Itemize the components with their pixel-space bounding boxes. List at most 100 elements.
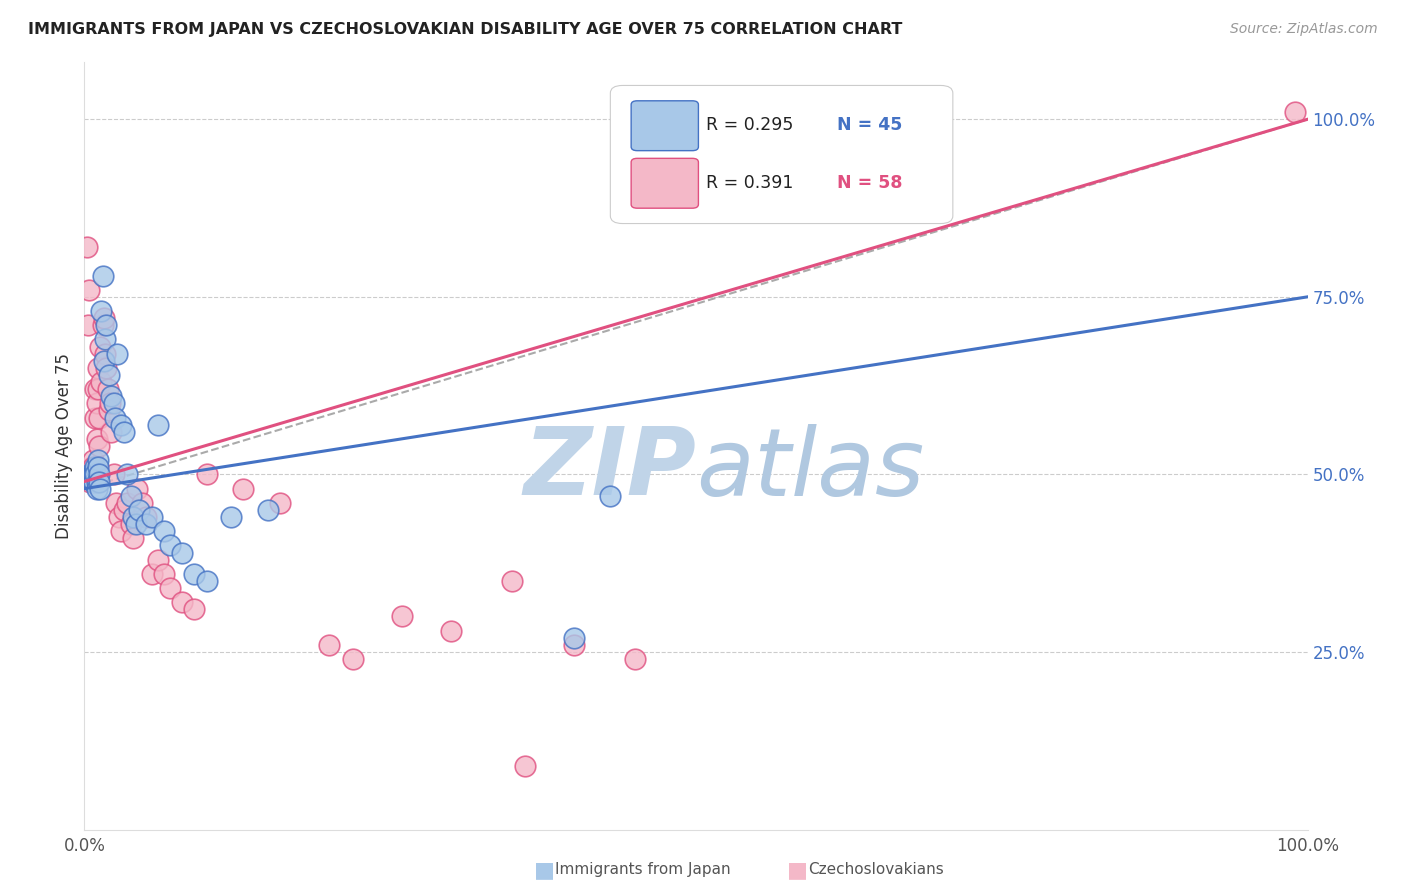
Point	[93, 311, 115, 326]
Point	[77, 318, 100, 333]
Point	[83, 475, 105, 489]
Point	[562, 638, 585, 652]
Point	[183, 602, 205, 616]
Point	[125, 482, 148, 496]
Point	[112, 425, 135, 439]
Text: R = 0.391: R = 0.391	[706, 174, 793, 192]
Point	[90, 304, 112, 318]
Point	[98, 396, 121, 410]
Point	[103, 467, 125, 482]
FancyBboxPatch shape	[631, 158, 699, 208]
Point	[94, 333, 117, 347]
Point	[104, 410, 127, 425]
Point	[82, 475, 104, 489]
Point	[125, 517, 148, 532]
Point	[115, 467, 138, 482]
Point	[112, 503, 135, 517]
Point	[1284, 105, 1306, 120]
Point	[97, 403, 120, 417]
Point	[128, 503, 150, 517]
Point	[84, 410, 107, 425]
Point	[513, 758, 536, 772]
Point	[122, 532, 145, 546]
Point	[83, 467, 105, 482]
Point	[195, 467, 218, 482]
Point	[82, 453, 104, 467]
Point	[76, 240, 98, 254]
Point	[624, 652, 647, 666]
Point	[146, 417, 169, 432]
Point	[105, 346, 128, 360]
Point	[257, 503, 280, 517]
Point	[87, 382, 110, 396]
Point	[94, 346, 117, 360]
Point	[110, 417, 132, 432]
Point	[87, 439, 110, 453]
Point	[172, 595, 194, 609]
Point	[83, 467, 105, 482]
Point	[183, 566, 205, 581]
Text: R = 0.295: R = 0.295	[706, 116, 793, 135]
Text: ■: ■	[534, 860, 555, 880]
Point	[87, 410, 110, 425]
Point	[153, 524, 176, 539]
Point	[91, 268, 114, 283]
Point	[79, 475, 101, 489]
Point	[80, 467, 103, 482]
Point	[87, 475, 110, 489]
Point	[100, 425, 122, 439]
Text: atlas: atlas	[696, 424, 924, 515]
Point	[141, 510, 163, 524]
Point	[80, 460, 103, 475]
Text: Czechoslovakians: Czechoslovakians	[808, 863, 945, 877]
Point	[120, 489, 142, 503]
Point	[219, 510, 242, 524]
Point	[269, 496, 291, 510]
Point	[89, 482, 111, 496]
Point	[89, 340, 111, 354]
Text: Source: ZipAtlas.com: Source: ZipAtlas.com	[1230, 22, 1378, 37]
Point	[97, 368, 120, 382]
Point	[96, 318, 118, 333]
Point	[122, 510, 145, 524]
Point	[172, 545, 194, 559]
Y-axis label: Disability Age Over 75: Disability Age Over 75	[55, 353, 73, 539]
Point	[96, 360, 118, 375]
Point	[232, 482, 254, 496]
Point	[131, 496, 153, 510]
Text: N = 58: N = 58	[837, 174, 903, 192]
Point	[562, 631, 585, 645]
FancyBboxPatch shape	[610, 86, 953, 224]
Point	[86, 432, 108, 446]
Point	[79, 467, 101, 482]
Point	[146, 552, 169, 566]
Point	[77, 283, 100, 297]
Point	[103, 396, 125, 410]
Point	[86, 475, 108, 489]
Point	[502, 574, 524, 588]
Point	[120, 517, 142, 532]
Point	[87, 460, 110, 475]
Point	[135, 517, 157, 532]
Point	[599, 489, 621, 503]
Point	[79, 467, 101, 482]
Point	[84, 460, 107, 475]
Point	[82, 460, 104, 475]
Point	[107, 510, 129, 524]
Text: ZIP: ZIP	[523, 423, 696, 515]
Point	[391, 609, 413, 624]
Point	[318, 638, 340, 652]
Point	[91, 318, 114, 333]
Text: N = 45: N = 45	[837, 116, 903, 135]
Point	[97, 382, 120, 396]
Point	[84, 467, 107, 482]
Point	[195, 574, 218, 588]
Point	[100, 389, 122, 403]
Point	[86, 396, 108, 410]
Point	[80, 467, 103, 482]
Point	[105, 496, 128, 510]
FancyBboxPatch shape	[631, 101, 699, 151]
Point	[440, 624, 463, 638]
Point	[159, 538, 181, 552]
Point	[135, 510, 157, 524]
